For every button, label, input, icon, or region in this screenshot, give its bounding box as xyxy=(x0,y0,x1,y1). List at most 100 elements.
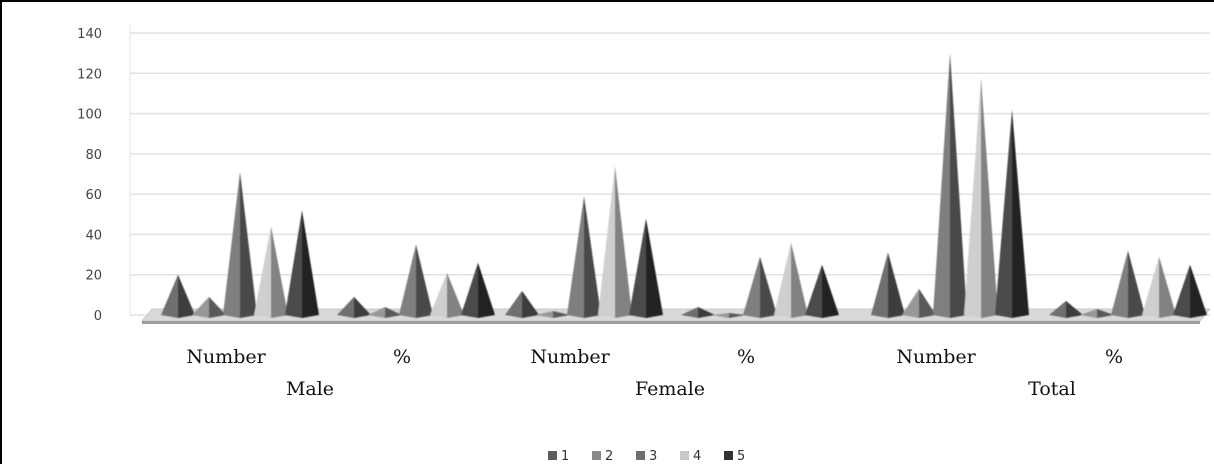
cone xyxy=(774,242,808,318)
y-tick-label: 140 xyxy=(77,27,102,42)
chart-floor-edge xyxy=(142,321,1200,324)
cone xyxy=(681,306,715,318)
cone-face-right xyxy=(354,296,371,318)
cone-face-left xyxy=(461,262,478,318)
cone xyxy=(871,252,905,318)
cone-face-right xyxy=(302,210,319,318)
cone xyxy=(933,53,967,319)
cone xyxy=(567,196,601,318)
x-group-label: Female xyxy=(635,378,705,400)
y-tick-label: 60 xyxy=(85,188,102,203)
x-group-label: Male xyxy=(286,378,334,400)
cone-face-left xyxy=(681,306,698,318)
cone xyxy=(461,262,495,318)
x-category-label: % xyxy=(393,346,411,368)
cone-face-left xyxy=(1080,308,1097,318)
legend-item: 5 xyxy=(724,449,745,464)
x-category-label: % xyxy=(737,346,755,368)
cone-face-right xyxy=(646,218,663,318)
cone-face-right xyxy=(478,262,495,318)
cone-face-right xyxy=(1012,109,1029,319)
cone-face-right xyxy=(447,272,464,318)
y-tick-label: 100 xyxy=(77,108,102,123)
legend-item: 4 xyxy=(680,449,701,464)
cone-face-right xyxy=(240,171,257,318)
legend-label: 2 xyxy=(605,449,613,464)
cone xyxy=(1142,256,1176,318)
cone xyxy=(1080,308,1114,318)
legend-item: 3 xyxy=(636,449,657,464)
cone-face-right xyxy=(1097,308,1114,318)
legend-swatch xyxy=(592,451,601,460)
cone-face-right xyxy=(981,77,998,318)
cone-face-left xyxy=(192,296,209,318)
legend-swatch xyxy=(680,451,689,460)
cone-face-left xyxy=(337,296,354,318)
cone xyxy=(505,290,539,318)
cone-face-right xyxy=(950,53,967,319)
cone-face-left xyxy=(964,77,981,318)
cone xyxy=(629,218,663,318)
legend-label: 3 xyxy=(649,449,657,464)
cone xyxy=(161,274,195,318)
x-group-label: Total xyxy=(1028,378,1076,400)
cone-face-left xyxy=(1142,256,1159,318)
cone xyxy=(192,296,226,318)
cone-face-left xyxy=(1173,264,1190,318)
cone-face-right xyxy=(584,196,601,318)
cone xyxy=(1111,250,1145,318)
cone-face-right xyxy=(888,252,905,318)
legend-label: 1 xyxy=(561,449,569,464)
cone-face-left xyxy=(995,109,1012,319)
cone xyxy=(399,244,433,318)
cone-face-left xyxy=(871,252,888,318)
cone-face-left xyxy=(368,306,385,318)
cone-face-right xyxy=(416,244,433,318)
cone xyxy=(430,272,464,318)
cone-face-right xyxy=(271,226,288,318)
cone-face-right xyxy=(209,296,226,318)
cone-face-left xyxy=(629,218,646,318)
cone-face-left xyxy=(254,226,271,318)
cone-face-right xyxy=(1128,250,1145,318)
y-tick-label: 0 xyxy=(94,309,102,324)
cone-face-left xyxy=(223,171,240,318)
cone xyxy=(1173,264,1207,318)
cone-face-right xyxy=(522,290,539,318)
cone-face-left xyxy=(505,290,522,318)
cone xyxy=(368,306,402,318)
cone-face-left xyxy=(567,196,584,318)
legend-item: 1 xyxy=(548,449,569,464)
cone-face-left xyxy=(285,210,302,318)
cone-face-right xyxy=(729,312,746,318)
cone xyxy=(285,210,319,318)
cone xyxy=(254,226,288,318)
cone-face-right xyxy=(178,274,195,318)
x-category-label: Number xyxy=(896,346,976,368)
cone-face-left xyxy=(1111,250,1128,318)
cone-face-left xyxy=(1049,300,1066,318)
cone-face-left xyxy=(805,264,822,318)
legend-label: 5 xyxy=(737,449,745,464)
cone-face-left xyxy=(161,274,178,318)
cone-face-right xyxy=(1190,264,1207,318)
cone-face-right xyxy=(760,256,777,318)
cone-face-left xyxy=(598,165,615,318)
cone-face-left xyxy=(712,312,729,318)
cone xyxy=(743,256,777,318)
cone-face-right xyxy=(919,288,936,318)
cone-face-right xyxy=(791,242,808,318)
cone-face-right xyxy=(553,310,570,318)
cone xyxy=(712,312,746,318)
y-tick-label: 40 xyxy=(85,228,102,243)
cone-face-left xyxy=(774,242,791,318)
y-tick-label: 20 xyxy=(85,269,102,284)
x-category-label: % xyxy=(1105,346,1123,368)
cone xyxy=(964,77,998,318)
cone-face-right xyxy=(698,306,715,318)
cone-face-right xyxy=(1159,256,1176,318)
cone xyxy=(902,288,936,318)
legend-swatch xyxy=(548,451,557,460)
